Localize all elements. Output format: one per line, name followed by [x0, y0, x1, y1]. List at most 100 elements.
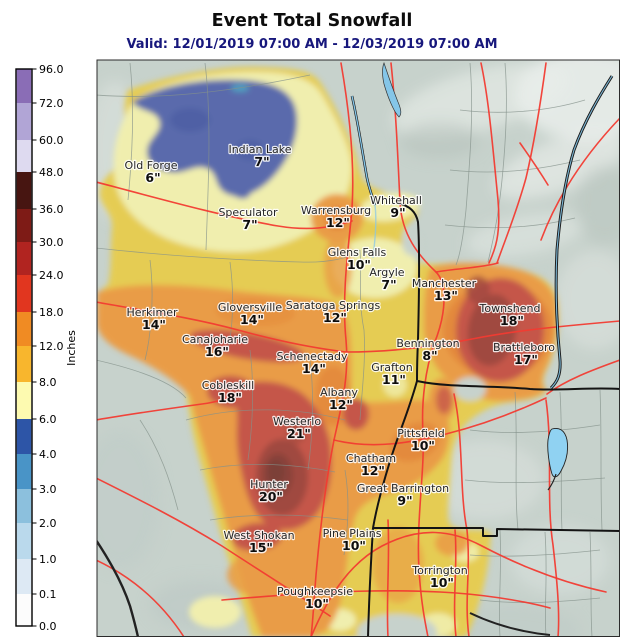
city-name-label: Albany: [320, 386, 358, 399]
legend-tick-label: 8.0: [39, 376, 57, 389]
city-snowfall-label: 14": [142, 317, 166, 332]
city-name-label: Herkimer: [127, 306, 178, 319]
legend-segment: [16, 489, 32, 523]
city-snowfall-label: 10": [411, 438, 435, 453]
legend-segment: [16, 346, 32, 382]
city-snowfall-label: 13": [434, 288, 458, 303]
city-snowfall-label: 21": [287, 426, 311, 441]
city-name-label: Brattleboro: [493, 341, 555, 354]
legend-segment: [16, 172, 32, 209]
city-snowfall-label: 7": [254, 154, 269, 169]
legend-segment: [16, 523, 32, 559]
legend-segment: [16, 242, 32, 275]
city-name-label: Argyle: [369, 266, 404, 279]
city-name-label: Indian Lake: [228, 143, 291, 156]
legend-segment: [16, 209, 32, 242]
city-snowfall-label: 7": [381, 277, 396, 292]
city-snowfall-label: 15": [249, 540, 273, 555]
legend-segment: [16, 275, 32, 312]
page-title: Event Total Snowfall: [212, 11, 413, 31]
city-snowfall-label: 17": [514, 352, 538, 367]
state-borders: [367, 202, 620, 637]
legend-segment: [16, 312, 32, 346]
legend-segment: [16, 382, 32, 419]
legend-segment: [16, 454, 32, 489]
city-name-label: Whitehall: [370, 194, 422, 207]
city-name-label: Saratoga Springs: [286, 299, 381, 312]
city-name-label: Old Forge: [125, 159, 178, 172]
connecticut-river: [550, 75, 613, 389]
legend-tick-label: 0.1: [39, 588, 57, 601]
legend-unit-label: Inches: [65, 330, 78, 366]
legend-tick-label: 2.0: [39, 517, 57, 530]
city-snowfall-label: 9": [390, 205, 405, 220]
legend-tick-label: 18.0: [39, 306, 64, 319]
city-name-label: Pine Plains: [323, 527, 382, 540]
city-snowfall-label: 18": [500, 313, 524, 328]
road-network: [97, 62, 620, 637]
city-name-label: Warrensburg: [301, 204, 371, 217]
lake-east: [547, 428, 569, 478]
city-name-label: Great Barrington: [357, 482, 449, 495]
legend-tick-label: 96.0: [39, 63, 64, 76]
city-name-label: Townshend: [479, 302, 541, 315]
legend-tick-label: 1.0: [39, 553, 57, 566]
city-name-label: Poughkeepsie: [277, 585, 353, 598]
legend-tick-label: 60.0: [39, 134, 64, 147]
legend-segment: [16, 594, 32, 626]
legend-tick-label: 24.0: [39, 269, 64, 282]
city-name-label: Speculator: [218, 206, 278, 219]
colorbar-frame: [15, 68, 33, 627]
colorbar-ticks: 96.0 72.0 60.0 48.0 36.0 30.0 24.0 18.0 12.0 8.0 6…: [32, 63, 64, 633]
river-southeast: [469, 612, 551, 636]
colorbar-segments: [16, 69, 32, 626]
city-snowfall-label: 10": [342, 538, 366, 553]
legend-tick-label: 36.0: [39, 203, 64, 216]
city-name-label: West Shokan: [223, 529, 294, 542]
legend-tick-label: 4.0: [39, 448, 57, 461]
city-name-label: Pittsfield: [397, 427, 445, 440]
city-snowfall-label: 12": [323, 310, 347, 325]
city-snowfall-label: 12": [326, 215, 350, 230]
city-name-label: Canajoharie: [182, 333, 248, 346]
legend-segment: [16, 69, 32, 103]
legend-tick-label: 48.0: [39, 166, 64, 179]
city-snowfall-label: 16": [205, 344, 229, 359]
legend-segment: [16, 559, 32, 594]
water-features: [97, 61, 614, 637]
city-name-label: Manchester: [412, 277, 477, 290]
city-name-label: Cobleskill: [202, 379, 255, 392]
city-name-label: Torrington: [411, 564, 467, 577]
city-snowfall-label: 10": [305, 596, 329, 611]
city-snowfall-label: 8": [422, 348, 437, 363]
city-snowfall-label: 20": [259, 489, 283, 504]
snowfall-shading: [97, 66, 559, 637]
city-snowfall-label: 6": [145, 170, 160, 185]
city-snowfall-label: 18": [218, 390, 242, 405]
lake-east-tail: [547, 473, 557, 491]
city-name-label: Westerlo: [273, 415, 321, 428]
city-name-label: Schenectady: [276, 350, 348, 363]
map-area: [97, 60, 620, 637]
city-name-label: Glens Falls: [328, 246, 387, 259]
river-southwest: [97, 539, 140, 637]
legend-segment: [16, 419, 32, 454]
valid-time-range: Valid: 12/01/2019 07:00 AM - 12/03/2019 …: [126, 37, 497, 52]
city-name-label: Bennington: [396, 337, 459, 350]
city-name-label: Grafton: [371, 361, 413, 374]
colorbar: 96.0 72.0 60.0 48.0 36.0 30.0 24.0 18.0 12.0 8.0 6…: [15, 63, 78, 633]
city-name-label: Hunter: [250, 478, 288, 491]
city-snowfall-label: 12": [329, 397, 353, 412]
city-name-label: Gloversville: [218, 301, 283, 314]
hudson-river: [351, 95, 376, 206]
lake-george: [382, 61, 402, 118]
city-snowfall-label: 10": [430, 575, 454, 590]
hudson-river-south: [372, 204, 377, 259]
city-snowfall-label: 11": [382, 372, 406, 387]
city-name-label: Chatham: [346, 452, 396, 465]
city-snowfall-label: 14": [302, 361, 326, 376]
city-snowfall-label: 14": [240, 312, 264, 327]
legend-tick-label: 3.0: [39, 483, 57, 496]
